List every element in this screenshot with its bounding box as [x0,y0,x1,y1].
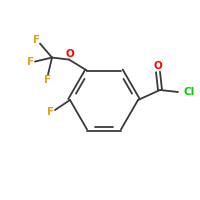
Text: F: F [47,107,54,117]
Text: F: F [27,57,34,67]
Text: F: F [44,75,52,85]
Text: Cl: Cl [184,87,195,97]
Text: O: O [154,61,162,71]
Text: F: F [33,35,40,45]
Text: O: O [66,49,74,59]
